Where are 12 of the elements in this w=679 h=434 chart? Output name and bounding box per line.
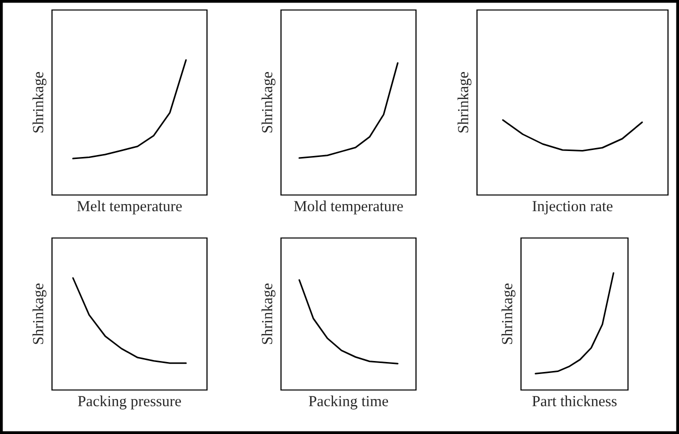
y-axis-title: Shrinkage (32, 284, 46, 344)
y-axis-title: Shrinkage (458, 72, 472, 132)
y-axis-title: Shrinkage (262, 284, 276, 344)
y-axis-title: Shrinkage (262, 72, 276, 132)
x-axis-title: Part thickness (532, 396, 617, 406)
x-axis-title: Packing pressure (78, 396, 181, 410)
y-axis-title: Shrinkage (502, 284, 516, 344)
x-axis-title: Mold temperature (294, 200, 403, 214)
x-axis-title: Injection rate (532, 201, 612, 214)
y-axis-title: Shrinkage (32, 72, 46, 132)
x-axis-title: Packing time (308, 396, 388, 410)
x-axis-title: Melt temperature (77, 200, 182, 214)
